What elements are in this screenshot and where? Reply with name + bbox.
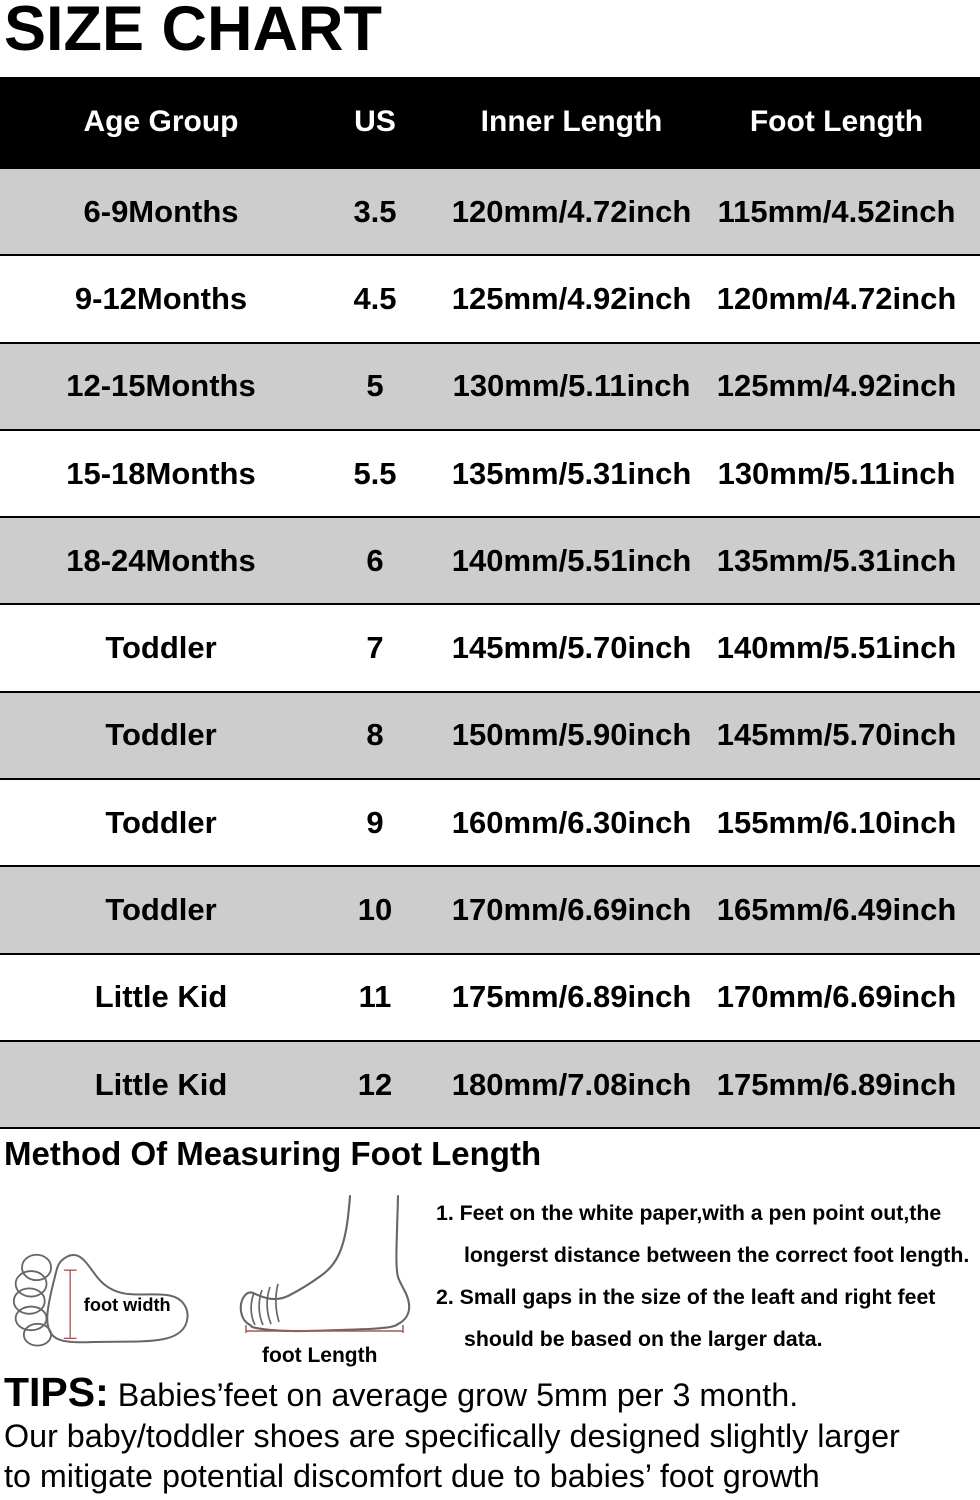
svg-text:foot width: foot width <box>84 1295 171 1315</box>
